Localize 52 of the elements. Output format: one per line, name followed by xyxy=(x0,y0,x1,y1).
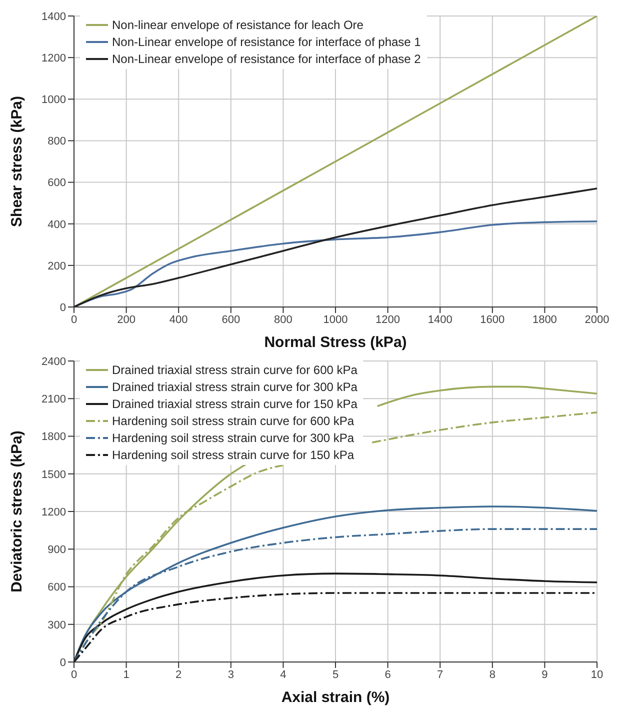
x-tick-label: 200 xyxy=(117,314,136,326)
y-tick-label: 0 xyxy=(60,302,66,314)
y-tick-label: 400 xyxy=(48,218,66,231)
x-tick-label: 5 xyxy=(332,668,339,681)
legend-label: Drained triaxial stress strain curve for 150 kPa xyxy=(112,396,358,410)
y-tick-label: 900 xyxy=(48,544,66,556)
y-tick-label: 200 xyxy=(48,260,66,272)
y-axis-title: Deviatoric stress (kPa) xyxy=(8,430,26,592)
y-tick-label: 1000 xyxy=(42,94,66,106)
y-tick-label: 0 xyxy=(60,656,66,669)
x-tick-label: 2 xyxy=(176,668,182,681)
x-tick-label: 0 xyxy=(70,668,78,681)
x-tick-label: 1800 xyxy=(532,314,557,326)
legend-label: Drained triaxial stress strain curve for 300 kPa xyxy=(112,380,358,394)
x-axis-title: Axial strain (%) xyxy=(281,689,390,706)
x-axis-title: Normal Stress (kPa) xyxy=(264,334,407,351)
x-tick-label: 1200 xyxy=(376,314,400,326)
x-tick-label: 1 xyxy=(123,668,130,681)
x-tick-label: 10 xyxy=(590,668,604,681)
y-tick-label: 2100 xyxy=(42,394,66,406)
y-tick-label: 1500 xyxy=(42,468,66,481)
legend-label: Non-Linear envelope of resistance for interface of phase 1 xyxy=(112,34,421,48)
y-tick-label: 1200 xyxy=(42,506,66,518)
y-tick-label: 1400 xyxy=(42,10,66,23)
x-tick-label: 2000 xyxy=(584,314,610,326)
y-tick-label: 800 xyxy=(48,136,66,148)
x-tick-label: 1400 xyxy=(428,314,452,326)
legend-label: Non-linear envelope of resistance for leach Ore xyxy=(112,18,364,32)
x-tick-label: 7 xyxy=(437,668,444,681)
x-tick-label: 400 xyxy=(169,314,188,326)
legend-label: Hardening soil stress strain curve for 300 kPa xyxy=(112,430,354,444)
y-tick-label: 1800 xyxy=(42,431,66,444)
y-tick-label: 600 xyxy=(48,177,66,190)
x-tick-label: 8 xyxy=(489,668,496,681)
x-tick-label: 6 xyxy=(384,668,391,681)
x-tick-label: 9 xyxy=(542,668,548,681)
x-tick-label: 800 xyxy=(274,314,292,326)
x-tick-label: 0 xyxy=(70,314,78,326)
y-axis-title: Shear stress (kPa) xyxy=(8,96,26,227)
legend-label: Hardening soil stress strain curve for 600 kPa xyxy=(112,414,354,428)
legend-label: Non-Linear envelope of resistance for interface of phase 2 xyxy=(112,52,421,66)
x-tick-label: 4 xyxy=(280,668,286,681)
x-tick-label: 600 xyxy=(222,314,240,326)
x-tick-label: 1000 xyxy=(323,314,348,326)
legend-label: Drained triaxial stress strain curve for 600 kPa xyxy=(112,362,358,376)
x-tick-label: 3 xyxy=(228,668,234,681)
y-tick-label: 300 xyxy=(48,619,66,632)
y-tick-label: 600 xyxy=(48,582,66,594)
y-tick-label: 2400 xyxy=(42,356,66,368)
x-tick-label: 1600 xyxy=(480,314,505,326)
y-tick-label: 1200 xyxy=(42,52,66,64)
legend-label: Hardening soil stress strain curve for 150 kPa xyxy=(112,448,354,462)
